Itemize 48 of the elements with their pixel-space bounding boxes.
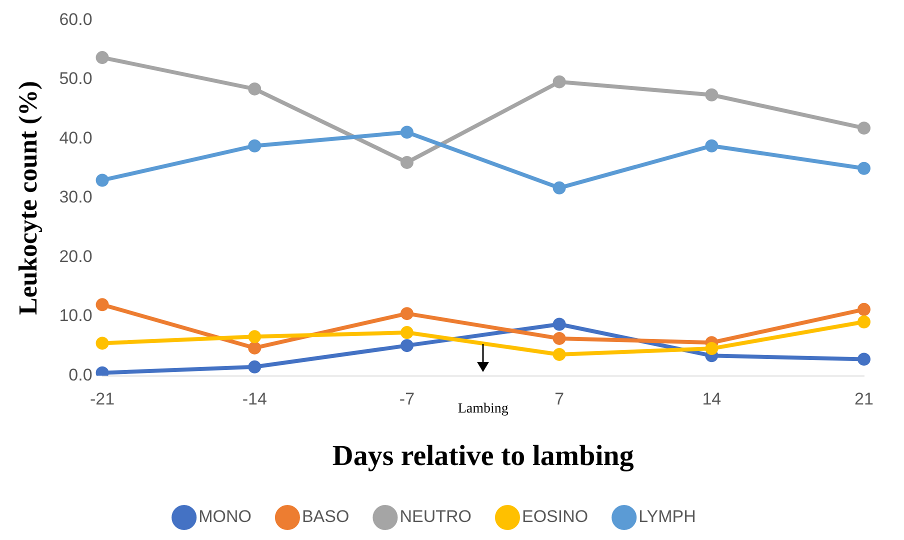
point bbox=[858, 122, 870, 135]
point bbox=[400, 326, 414, 340]
y-tick-label: 20.0 bbox=[59, 246, 92, 266]
point bbox=[400, 339, 414, 352]
y-tick-label: 30.0 bbox=[59, 188, 92, 207]
x-tick-label: 21 bbox=[854, 390, 874, 409]
point bbox=[705, 139, 718, 152]
point bbox=[705, 342, 718, 356]
point bbox=[248, 82, 262, 96]
point bbox=[400, 126, 414, 139]
point bbox=[248, 330, 262, 344]
legend-label: BASO bbox=[302, 507, 350, 526]
point bbox=[705, 88, 718, 102]
x-tick-label: 14 bbox=[702, 390, 722, 409]
point bbox=[858, 315, 870, 328]
point bbox=[400, 156, 414, 169]
point bbox=[248, 341, 262, 354]
x-tick-label: -21 bbox=[90, 390, 115, 409]
point bbox=[96, 174, 109, 187]
x-tick-label: -7 bbox=[399, 390, 415, 409]
point bbox=[96, 336, 109, 350]
y-axis-title: Leukocyte count (%) bbox=[13, 81, 42, 315]
point bbox=[552, 318, 566, 331]
point bbox=[552, 332, 566, 345]
point bbox=[552, 181, 566, 194]
y-tick-label: 60.0 bbox=[59, 10, 92, 29]
legend-label: MONO bbox=[198, 507, 252, 526]
point bbox=[248, 360, 262, 374]
point bbox=[248, 139, 262, 152]
x-tick-label: -14 bbox=[242, 390, 267, 409]
legend-label: EOSINO bbox=[522, 507, 588, 526]
point bbox=[400, 307, 414, 320]
x-axis-title: Days relative to lambing bbox=[332, 440, 634, 472]
legend-label: LYMPH bbox=[638, 507, 696, 526]
point bbox=[96, 51, 109, 64]
point bbox=[858, 162, 870, 175]
point bbox=[858, 352, 870, 366]
point bbox=[552, 348, 566, 361]
y-tick-label: 10.0 bbox=[59, 306, 92, 326]
y-tick-label: 0.0 bbox=[68, 365, 92, 384]
x-tick-label: 7 bbox=[554, 390, 564, 409]
legend-label: NEUTRO bbox=[400, 507, 472, 526]
point bbox=[552, 75, 566, 88]
y-tick-label: 50.0 bbox=[59, 69, 92, 88]
point bbox=[858, 302, 870, 316]
point bbox=[96, 298, 109, 312]
y-tick-label: 40.0 bbox=[59, 128, 92, 148]
text: Lambing bbox=[458, 401, 508, 416]
